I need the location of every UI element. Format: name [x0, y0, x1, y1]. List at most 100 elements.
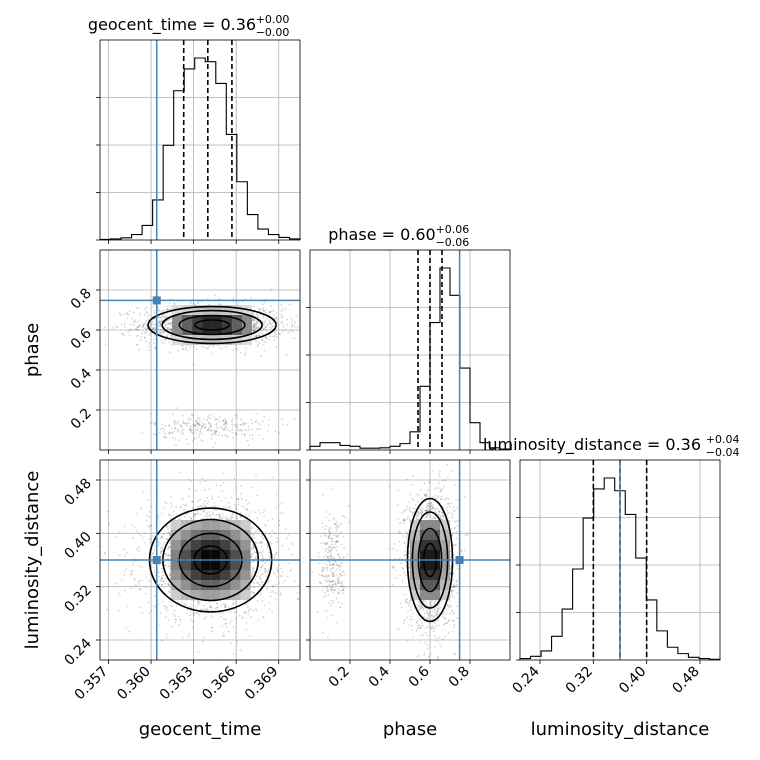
sample-point — [151, 327, 154, 329]
sample-point — [198, 602, 201, 605]
sample-point — [221, 490, 224, 492]
sample-point — [198, 423, 201, 426]
sample-point — [263, 310, 266, 312]
sample-point — [244, 611, 247, 614]
sample-point — [426, 503, 428, 506]
sample-point — [239, 351, 242, 354]
sample-point — [446, 604, 449, 606]
sample-point — [326, 320, 328, 322]
sample-point — [165, 307, 168, 310]
sample-point — [211, 495, 214, 498]
sample-point — [240, 484, 243, 487]
sample-point — [235, 610, 238, 613]
sample-point — [282, 424, 284, 426]
sample-point — [167, 557, 169, 560]
sample-point — [161, 571, 164, 573]
sample-point — [186, 349, 189, 352]
sample-point — [254, 551, 257, 554]
sample-point — [433, 608, 436, 611]
sample-point — [186, 424, 189, 427]
sample-point — [250, 428, 253, 431]
sample-point — [126, 552, 128, 554]
sample-point — [268, 311, 271, 314]
sample-point — [280, 316, 283, 319]
sample-point — [227, 605, 230, 608]
sample-point — [281, 574, 283, 577]
sample-point — [142, 324, 145, 327]
sample-point — [194, 424, 197, 427]
sample-point — [231, 513, 234, 516]
sample-point — [408, 567, 410, 569]
sample-point — [234, 424, 237, 427]
sample-point — [256, 494, 259, 497]
sample-point — [438, 602, 441, 604]
sample-point — [269, 322, 271, 325]
sample-point — [253, 324, 256, 327]
sample-point — [278, 519, 281, 522]
sample-point — [188, 633, 191, 635]
sample-point — [189, 427, 192, 430]
sample-point — [197, 301, 200, 304]
sample-point — [311, 543, 313, 545]
sample-point — [256, 321, 259, 323]
sample-point — [245, 622, 248, 624]
sample-point — [214, 508, 217, 511]
sample-point — [279, 575, 282, 578]
sample-point — [187, 418, 190, 421]
sample-point — [190, 413, 193, 416]
sample-point — [250, 419, 252, 421]
sample-point — [152, 604, 155, 607]
sample-point — [311, 332, 313, 334]
sample-point — [162, 331, 165, 334]
sample-point — [450, 470, 453, 472]
sample-point — [123, 570, 126, 573]
sample-point — [273, 314, 276, 317]
sample-point — [210, 425, 212, 428]
sample-point — [148, 526, 151, 529]
sample-point — [127, 329, 130, 331]
sample-point — [252, 312, 255, 314]
sample-point — [282, 581, 285, 584]
density-cell — [170, 570, 181, 580]
sample-point — [263, 349, 266, 352]
pair-frame — [99, 249, 301, 451]
sample-point — [222, 612, 224, 615]
density-cell — [232, 315, 243, 325]
sample-point — [153, 423, 156, 426]
sample-point — [277, 540, 279, 543]
sample-point — [215, 430, 218, 432]
sample-point — [282, 325, 285, 328]
sample-point — [236, 303, 239, 305]
sample-point — [149, 321, 152, 324]
sample-point — [141, 566, 143, 569]
sample-point — [434, 645, 436, 648]
sample-point — [411, 628, 413, 631]
sample-point — [275, 312, 278, 314]
sample-point — [145, 332, 148, 334]
sample-point — [145, 592, 147, 595]
sample-point — [237, 428, 240, 431]
sample-point — [189, 418, 192, 421]
sample-point — [122, 332, 124, 335]
sample-point — [436, 611, 439, 614]
sample-point — [286, 318, 288, 321]
sample-point — [265, 524, 268, 527]
sample-point — [209, 423, 212, 425]
sample-point — [251, 527, 254, 529]
sample-point — [287, 331, 290, 334]
sample-point — [275, 507, 277, 510]
sample-point — [222, 424, 225, 426]
sample-point — [266, 545, 269, 547]
sample-point — [154, 346, 157, 349]
density-cell — [200, 520, 211, 530]
sample-point — [275, 335, 277, 338]
sample-point — [253, 314, 256, 317]
pair-panel-geocent_time-luminosity_distance — [100, 471, 313, 660]
sample-point — [219, 426, 222, 428]
density-cell — [240, 580, 251, 590]
sample-point — [196, 422, 198, 425]
sample-point — [169, 329, 172, 332]
sample-point — [429, 508, 432, 511]
sample-point — [279, 333, 282, 336]
sample-point — [245, 508, 248, 511]
